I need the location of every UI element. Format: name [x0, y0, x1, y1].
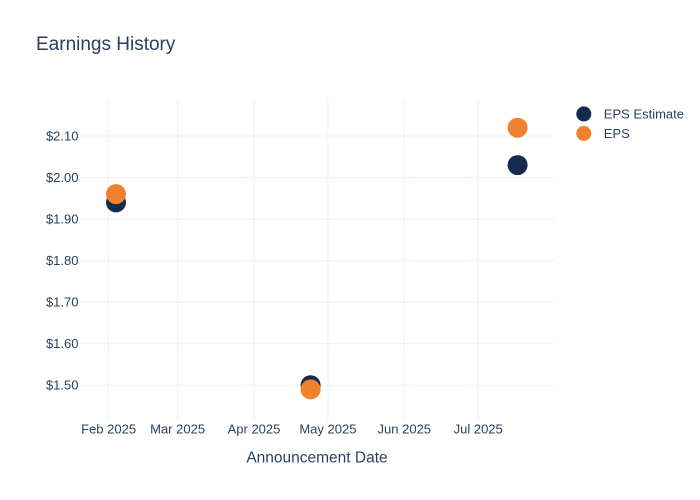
- svg-text:Apr 2025: Apr 2025: [228, 421, 281, 436]
- svg-text:$2.00: $2.00: [46, 170, 79, 185]
- svg-text:Jun 2025: Jun 2025: [378, 421, 432, 436]
- svg-text:$1.90: $1.90: [46, 212, 79, 227]
- svg-text:$1.60: $1.60: [46, 336, 79, 351]
- svg-text:May 2025: May 2025: [299, 421, 356, 436]
- svg-text:$1.80: $1.80: [46, 253, 79, 268]
- svg-text:$1.50: $1.50: [46, 378, 79, 393]
- svg-text:EPS: EPS: [604, 126, 630, 141]
- svg-text:Mar 2025: Mar 2025: [150, 421, 205, 436]
- svg-text:Feb 2025: Feb 2025: [81, 421, 136, 436]
- svg-text:Announcement Date: Announcement Date: [246, 450, 387, 467]
- svg-text:EPS Estimate: EPS Estimate: [604, 106, 684, 121]
- svg-text:Earnings History: Earnings History: [36, 34, 176, 55]
- svg-text:Jul 2025: Jul 2025: [454, 421, 503, 436]
- svg-text:$1.70: $1.70: [46, 295, 79, 310]
- svg-text:$2.10: $2.10: [46, 129, 79, 144]
